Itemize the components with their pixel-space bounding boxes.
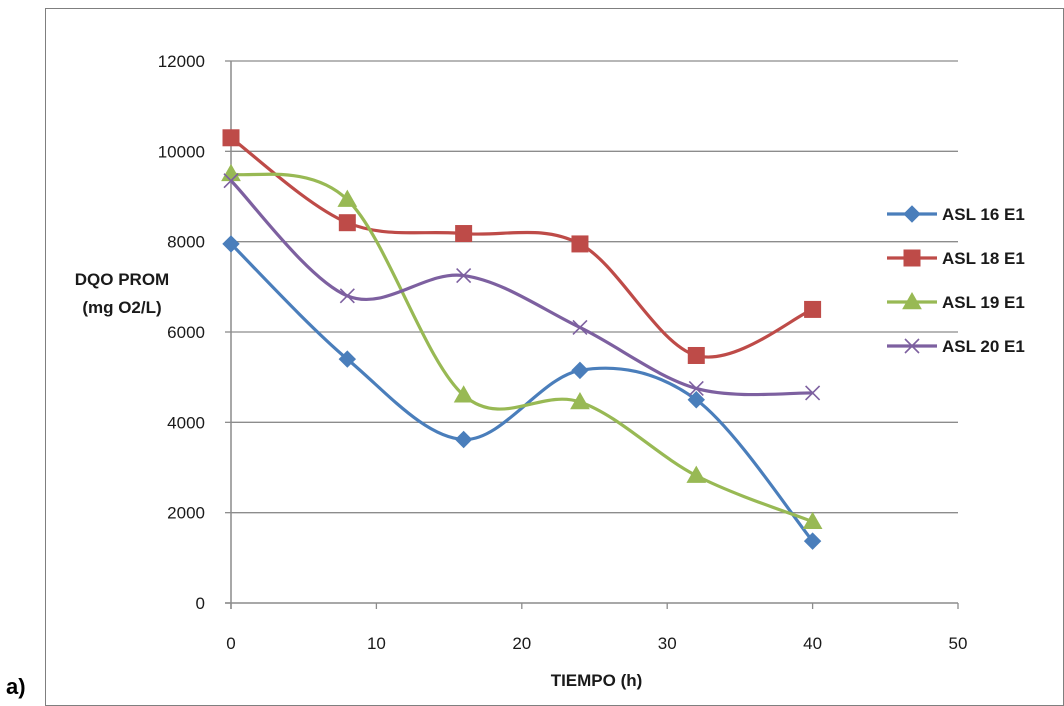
- legend-label-4: ASL 20 E1: [942, 337, 1025, 356]
- series-3-point-5: [686, 465, 707, 483]
- y-tick-label-2: 4000: [167, 413, 205, 432]
- y-tick-label-5: 10000: [158, 142, 205, 161]
- legend-marker-3: [902, 291, 922, 310]
- y-tick-label-3: 6000: [167, 323, 205, 342]
- series-2-point-5: [687, 346, 705, 364]
- series-1-point-2: [338, 350, 357, 368]
- y-axis-title-line-1: DQO PROM: [75, 270, 169, 289]
- y-tick-label-4: 8000: [167, 233, 205, 252]
- y-tick-label-1: 2000: [167, 504, 205, 523]
- x-tick-label-5: 50: [949, 634, 968, 653]
- x-axis-title: TIEMPO (h): [551, 671, 643, 690]
- series-1-point-3: [454, 430, 473, 449]
- series-4-point-4: [572, 319, 588, 336]
- series-4-point-3: [456, 267, 472, 284]
- series-1-point-1: [222, 235, 240, 253]
- series-line-3: [230, 172, 814, 524]
- series-2-point-6: [804, 300, 822, 318]
- series-3-point-2: [337, 189, 358, 207]
- series-1-point-5: [687, 391, 705, 409]
- series-3-point-4: [570, 392, 590, 410]
- y-axis-title-line-2: (mg O2/L): [82, 298, 161, 317]
- x-tick-label-0: 0: [226, 634, 235, 653]
- series-line-1: [229, 242, 814, 543]
- series-1-point-6: [803, 532, 822, 550]
- series-3-point-1: [221, 163, 241, 182]
- series-2-point-2: [338, 214, 356, 232]
- legend-marker-1: [903, 205, 921, 223]
- x-tick-label-4: 40: [803, 634, 822, 653]
- legend-label-3: ASL 19 E1: [942, 293, 1025, 312]
- panel-label: a): [6, 674, 26, 699]
- series-4-point-5: [688, 380, 704, 397]
- x-tick-label-2: 20: [512, 634, 531, 653]
- legend-label-2: ASL 18 E1: [942, 249, 1025, 268]
- x-tick-label-3: 30: [658, 634, 677, 653]
- series-2-point-1: [222, 129, 240, 147]
- series-4-point-6: [805, 385, 821, 401]
- legend-marker-4: [904, 338, 920, 354]
- series-4-point-2: [339, 288, 355, 304]
- series-2-point-4: [571, 235, 589, 253]
- series-1-point-4: [571, 361, 589, 380]
- series-line-2: [230, 136, 814, 359]
- legend-marker-2: [903, 249, 921, 267]
- legend-label-1: ASL 16 E1: [942, 205, 1025, 224]
- series-line-4: [229, 179, 813, 397]
- x-tick-label-1: 10: [367, 634, 386, 653]
- y-tick-label-6: 12000: [158, 52, 205, 71]
- y-tick-label-0: 0: [196, 594, 205, 613]
- series-2-point-3: [455, 225, 473, 243]
- series-3-point-6: [802, 511, 823, 529]
- series-4-point-1: [223, 173, 239, 189]
- series-3-point-3: [453, 385, 474, 403]
